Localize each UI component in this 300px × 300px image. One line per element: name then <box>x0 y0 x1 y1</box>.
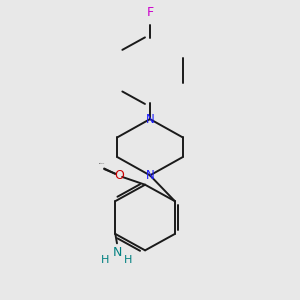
Text: H: H <box>124 255 133 265</box>
Text: N: N <box>146 112 154 126</box>
Text: N: N <box>112 246 122 259</box>
Text: H: H <box>101 255 110 265</box>
Text: O: O <box>114 169 124 182</box>
Text: N: N <box>146 169 154 182</box>
Text: methoxy: methoxy <box>98 163 105 164</box>
Text: F: F <box>146 6 154 19</box>
